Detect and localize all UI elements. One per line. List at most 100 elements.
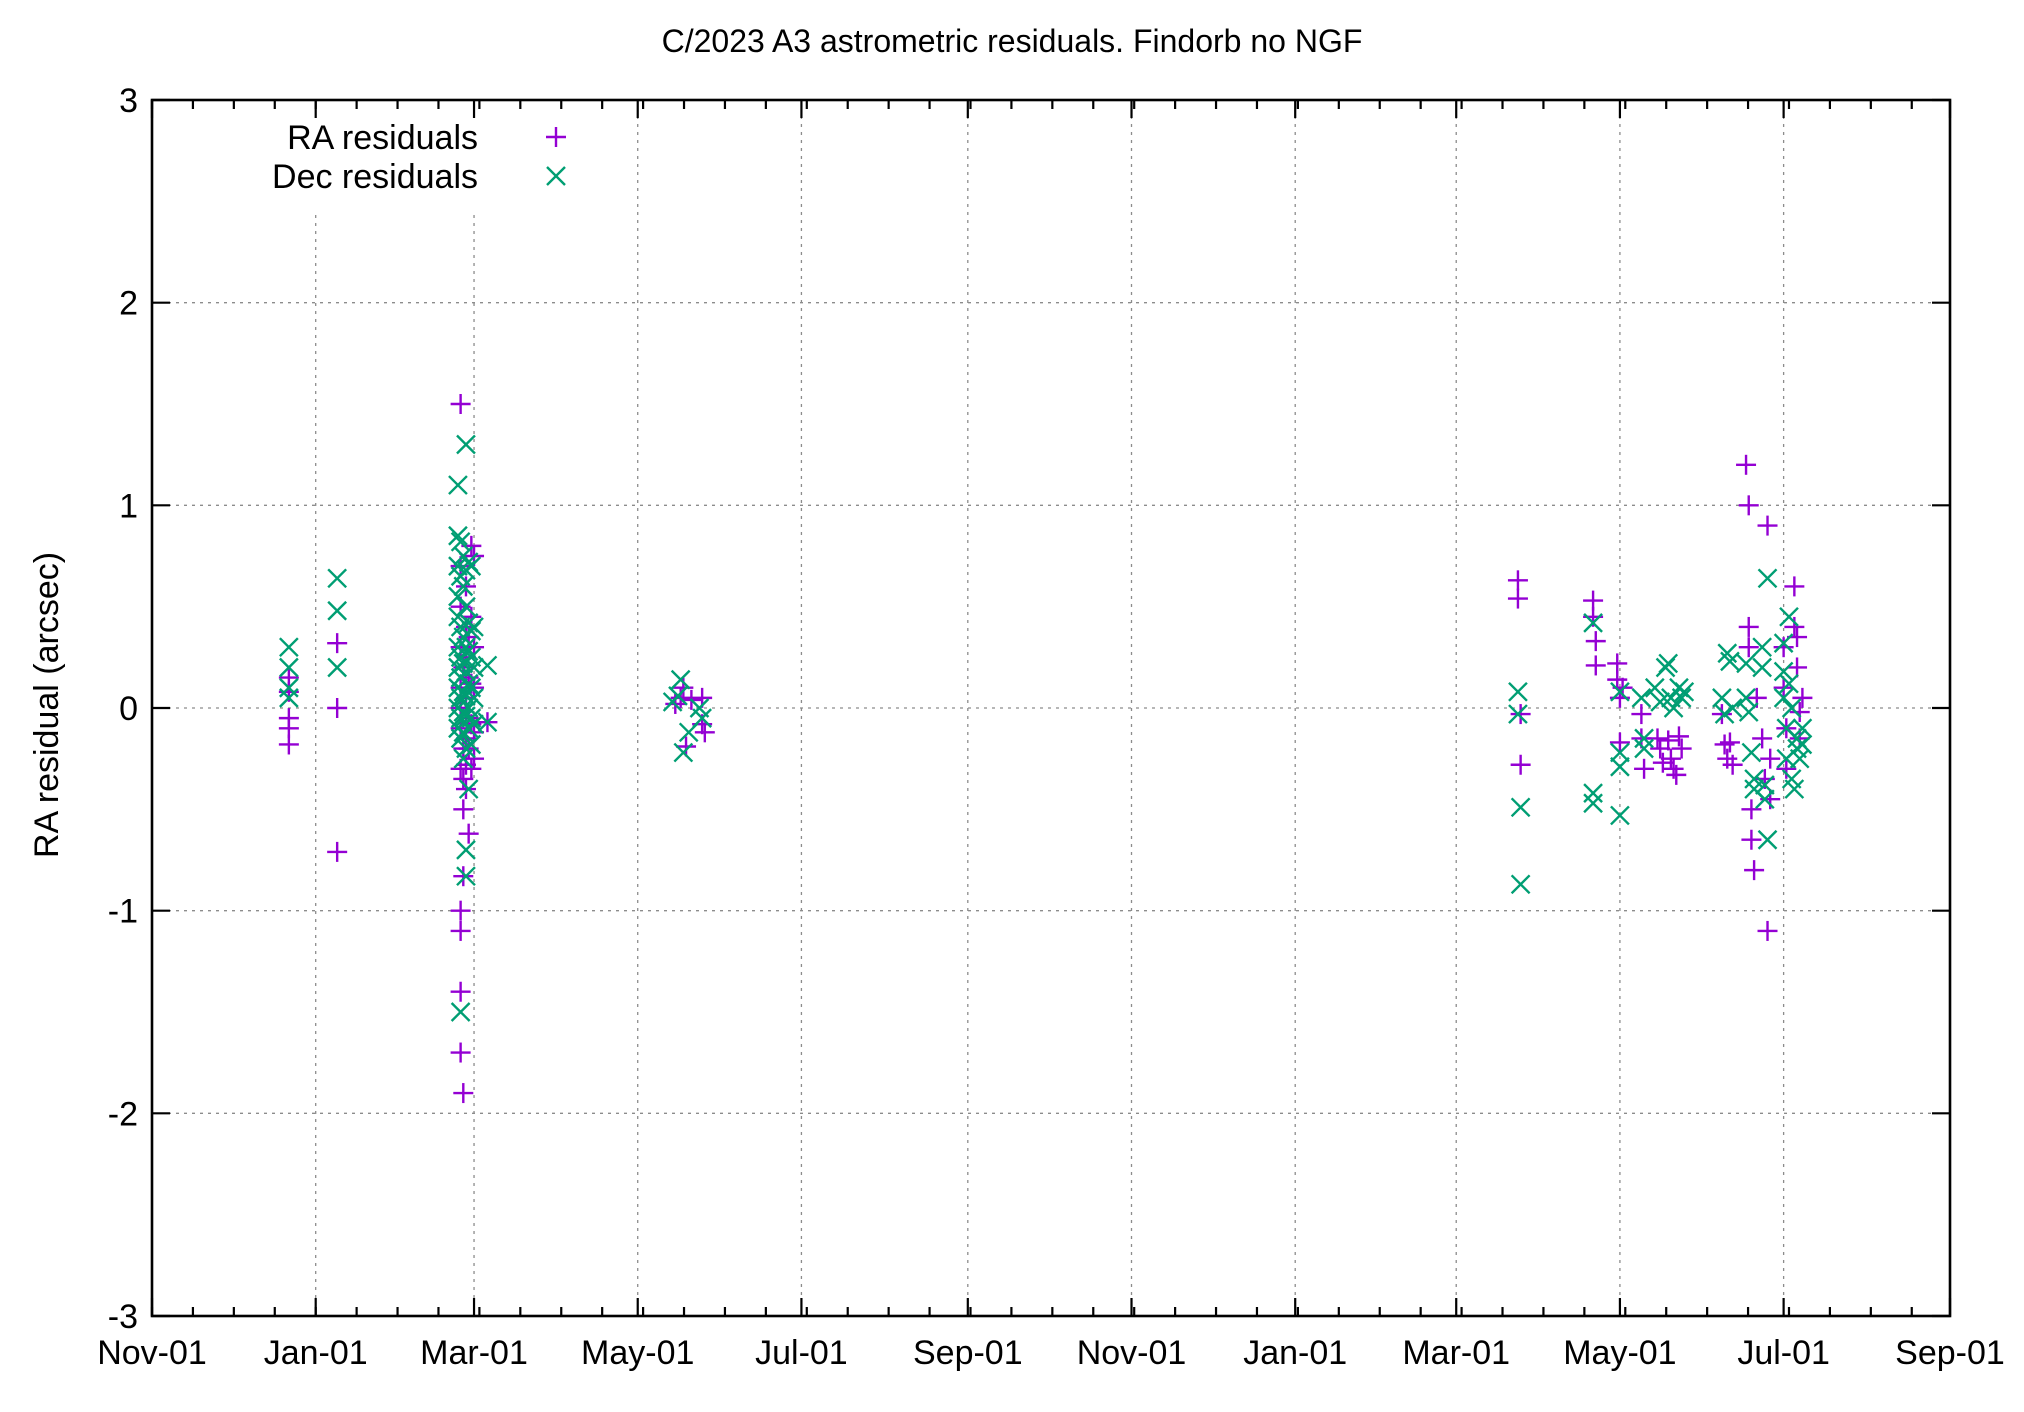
ra-residual-point xyxy=(1714,734,1735,755)
ra-residual-point xyxy=(1585,655,1606,676)
grid-lines xyxy=(152,100,1950,1316)
dec-residual-point xyxy=(450,1002,471,1022)
ra-residual-point xyxy=(1585,631,1606,652)
dec-residual-point xyxy=(1720,651,1740,672)
ra-residual-point xyxy=(1784,616,1805,637)
dec-residual-point xyxy=(456,596,476,617)
ra-residual-point xyxy=(1658,730,1679,751)
ra-residual-point xyxy=(327,633,348,654)
dec-residual-point xyxy=(1752,657,1772,678)
dec-residual-point xyxy=(1741,742,1762,763)
y-tick-label: 3 xyxy=(119,82,138,120)
ra-residual-point xyxy=(1792,687,1813,708)
ra-residual-point xyxy=(450,394,471,414)
ra-residual-point xyxy=(453,1083,474,1104)
dec-residual-point xyxy=(1792,718,1813,739)
ra-residual-point xyxy=(1738,616,1759,637)
ra-residual-point xyxy=(453,768,474,789)
legend-marker-dec xyxy=(546,166,566,186)
y-tick-label: 0 xyxy=(119,690,138,728)
dec-residual-point xyxy=(1773,633,1794,653)
dec-residual-point xyxy=(1663,698,1684,718)
dec-residual-point xyxy=(327,568,348,589)
ra-residual-point xyxy=(676,736,697,757)
x-tick-label: Sep-01 xyxy=(1895,1334,2005,1372)
dec-residual-point xyxy=(461,556,482,576)
dec-residual-point xyxy=(448,525,468,546)
x-tick-label: May-01 xyxy=(1563,1334,1676,1372)
ra-residual-point xyxy=(453,866,474,887)
dec-residual-point xyxy=(1754,775,1775,795)
dec-residual-point xyxy=(1779,606,1799,627)
dec-residual-point xyxy=(448,586,468,607)
ra-residual-point xyxy=(1738,637,1759,658)
dec-residual-point xyxy=(456,840,476,860)
dec-residual-point xyxy=(464,688,484,708)
ra-residual-point xyxy=(1722,754,1743,775)
dec-residual-point xyxy=(1779,673,1799,694)
ra-residual-point xyxy=(1607,669,1628,690)
ra-residual-point xyxy=(1752,728,1773,749)
ra-residual-point xyxy=(1711,704,1732,725)
dec-residual-point xyxy=(279,657,299,678)
dec-residual-point xyxy=(279,677,299,698)
ra-residual-point xyxy=(1507,588,1528,609)
ra-residual-point xyxy=(453,799,474,820)
y-tick-label: -3 xyxy=(108,1298,138,1336)
ra-residual-point xyxy=(1741,799,1762,820)
dec-residual-point xyxy=(279,637,299,658)
dec-residual-point xyxy=(327,657,348,678)
ra-residual-point xyxy=(450,920,471,941)
dec-residual-point xyxy=(1508,704,1528,724)
dec-residual-point xyxy=(1610,742,1630,763)
ra-residual-point xyxy=(1634,758,1655,779)
dec-residual-point xyxy=(668,685,688,706)
x-tick-label: Jul-01 xyxy=(755,1334,848,1372)
dec-residual-point xyxy=(1644,677,1665,698)
ra-residual-point xyxy=(327,841,348,862)
ra-residual-point xyxy=(1789,702,1810,723)
dec-residual-point xyxy=(1744,769,1764,789)
y-tick-label: -1 xyxy=(108,893,138,931)
legend-ra-plus xyxy=(546,127,566,147)
ra-residual-point xyxy=(455,576,476,597)
dec-residual-point xyxy=(477,655,498,676)
dec-residual-point xyxy=(456,866,476,887)
plot-frame xyxy=(150,98,1952,1318)
ra-residual-point xyxy=(455,779,476,800)
ra-residual-point xyxy=(1660,748,1681,769)
dec-residual-point xyxy=(461,734,482,755)
ra-residual-point xyxy=(1719,732,1740,753)
dec-residual-point xyxy=(461,708,482,728)
ra-residual-point xyxy=(1507,570,1528,591)
legend-marker-ra xyxy=(546,127,566,147)
dec-residual-point xyxy=(279,688,299,708)
dec-residual-point xyxy=(477,712,498,733)
x-tick-label: May-01 xyxy=(581,1334,694,1372)
ra-residual-point xyxy=(1738,495,1759,516)
dec-residual-point xyxy=(1610,681,1630,702)
ra-residual-point xyxy=(464,748,485,769)
x-tick-labels: Nov-01 Jan-01 Mar-01 May-01 Jul-01 Sep-01 Nov-… xyxy=(97,1334,2005,1372)
ra-residual-point xyxy=(1510,704,1531,725)
ra-residual-point xyxy=(1741,829,1762,850)
ra-residual-point xyxy=(1757,920,1778,941)
dec-residual-point xyxy=(673,742,694,763)
ra-residual-point xyxy=(1671,738,1692,759)
dec-residual-point xyxy=(1736,653,1756,674)
dec-residual-point xyxy=(1583,793,1603,814)
x-tick-label: Jan-01 xyxy=(1243,1334,1347,1372)
dec-residual-point xyxy=(1634,728,1654,749)
dec-residual-point xyxy=(1722,698,1743,718)
y-tick-label: 1 xyxy=(119,487,138,525)
dec-residual-point xyxy=(1773,688,1794,708)
x-tick-label: Mar-01 xyxy=(1402,1334,1510,1372)
dec-residual-point xyxy=(1792,734,1813,755)
ra-residual-point xyxy=(1650,738,1671,759)
dec-residual-point xyxy=(1583,783,1603,803)
x-tick-label: Sep-01 xyxy=(913,1334,1023,1372)
ra-residual-point xyxy=(1736,454,1757,475)
ra-residual-point xyxy=(1744,860,1765,881)
